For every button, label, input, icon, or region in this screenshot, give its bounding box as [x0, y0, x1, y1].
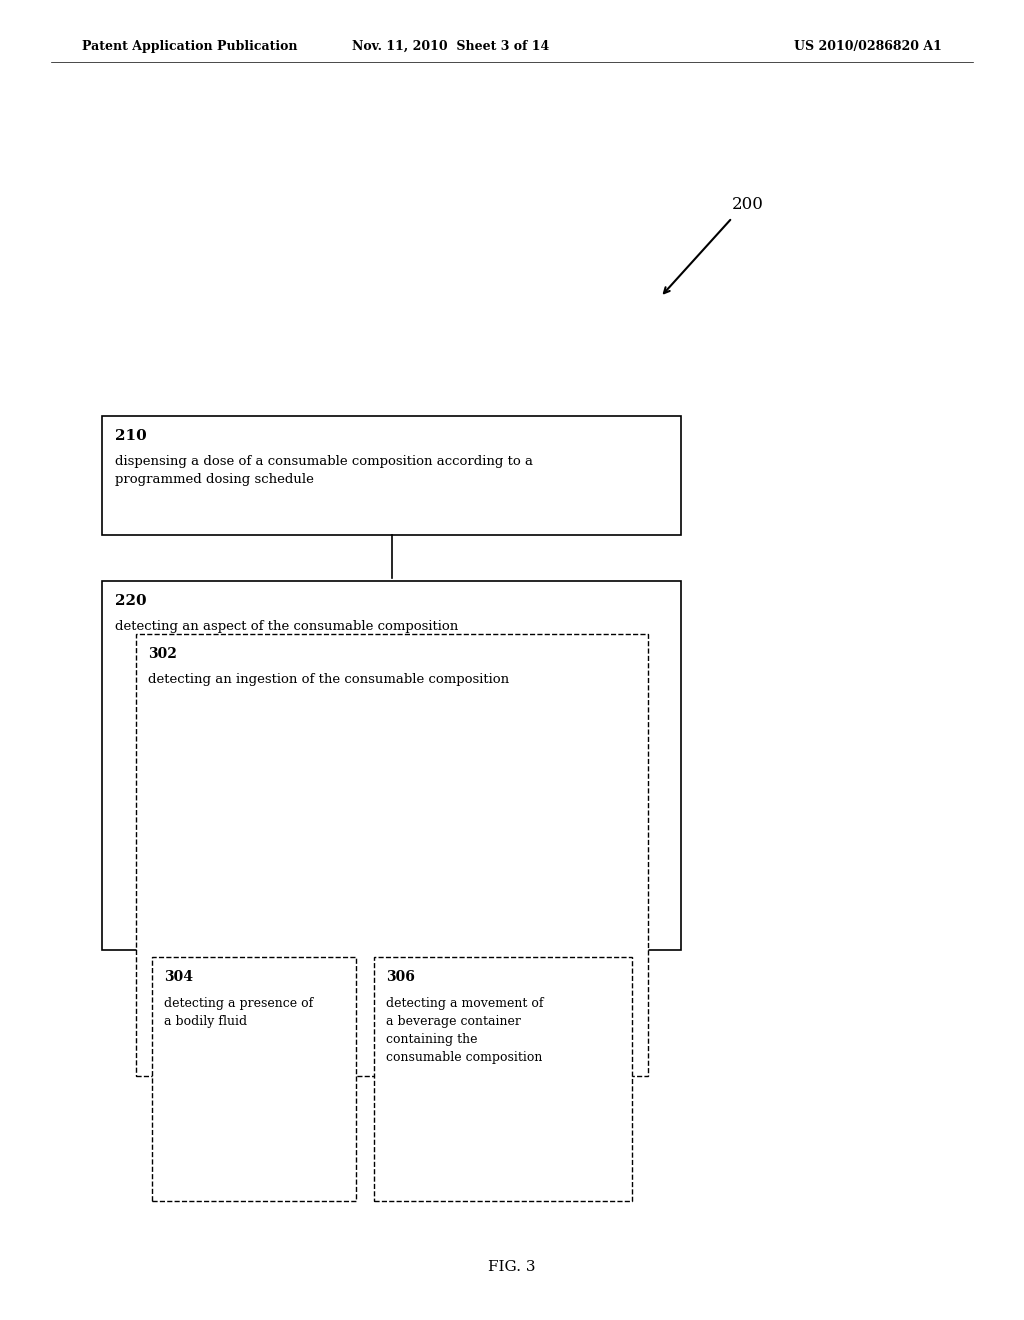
Text: detecting an aspect of the consumable composition: detecting an aspect of the consumable co… [115, 620, 458, 634]
FancyBboxPatch shape [102, 581, 681, 950]
Text: Patent Application Publication: Patent Application Publication [82, 40, 297, 53]
FancyBboxPatch shape [374, 957, 632, 1201]
Text: 220: 220 [115, 594, 146, 609]
FancyBboxPatch shape [102, 416, 681, 535]
Text: 304: 304 [164, 970, 193, 985]
FancyBboxPatch shape [136, 634, 648, 1076]
Text: US 2010/0286820 A1: US 2010/0286820 A1 [795, 40, 942, 53]
Text: FIG. 3: FIG. 3 [488, 1261, 536, 1274]
Text: dispensing a dose of a consumable composition according to a
programmed dosing s: dispensing a dose of a consumable compos… [115, 455, 532, 486]
Text: detecting a presence of
a bodily fluid: detecting a presence of a bodily fluid [164, 997, 313, 1027]
Text: 302: 302 [148, 647, 177, 661]
FancyBboxPatch shape [152, 957, 356, 1201]
Text: 306: 306 [386, 970, 415, 985]
Text: Nov. 11, 2010  Sheet 3 of 14: Nov. 11, 2010 Sheet 3 of 14 [352, 40, 549, 53]
Text: 210: 210 [115, 429, 146, 444]
Text: detecting a movement of
a beverage container
containing the
consumable compositi: detecting a movement of a beverage conta… [386, 997, 544, 1064]
Text: 200: 200 [731, 197, 764, 213]
Text: detecting an ingestion of the consumable composition: detecting an ingestion of the consumable… [148, 673, 510, 686]
